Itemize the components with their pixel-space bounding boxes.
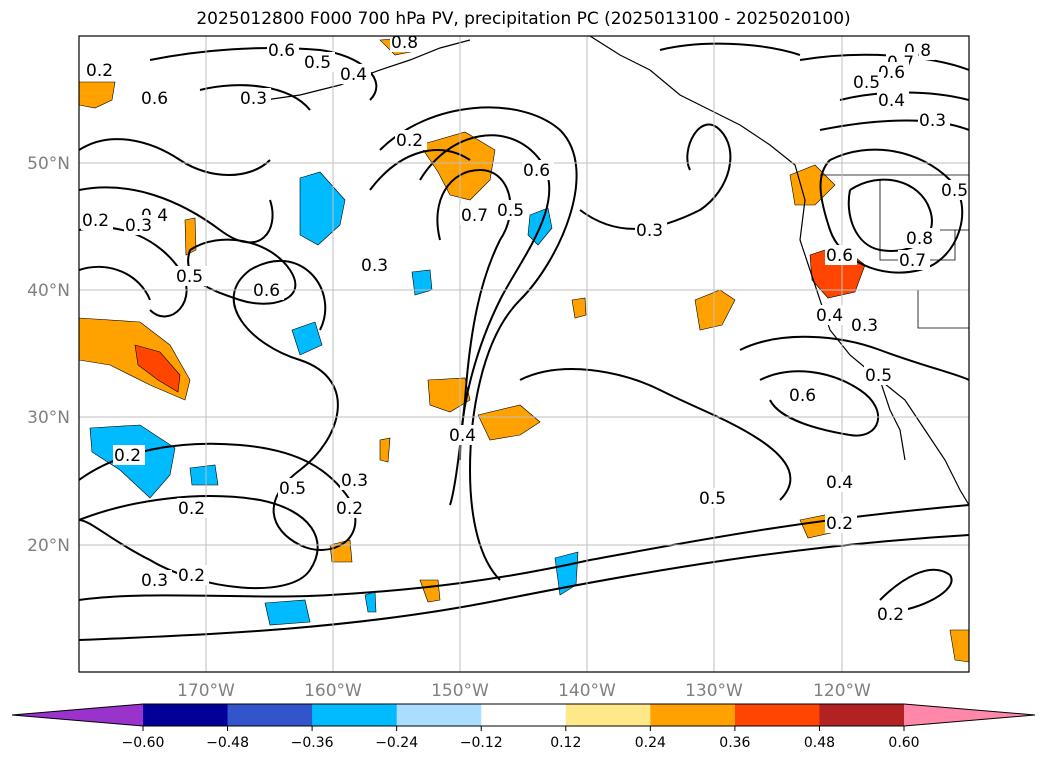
colorbar-tick-label: 0.12 [550, 735, 581, 751]
colorbar-tick-label: 0.36 [719, 735, 750, 751]
svg-text:0.3: 0.3 [361, 256, 388, 276]
colorbar-box [734, 704, 820, 726]
colorbar-box [143, 704, 229, 726]
svg-text:0.6: 0.6 [523, 161, 550, 181]
colorbar-tick-label: 0.60 [888, 735, 919, 751]
svg-text:0.7: 0.7 [899, 251, 926, 271]
svg-text:0.5: 0.5 [176, 267, 203, 287]
svg-text:0.5: 0.5 [853, 73, 880, 93]
lon-tick-label: 160°W [304, 681, 362, 701]
lon-tick-label: 170°W [177, 681, 235, 701]
colorbar-box [565, 704, 651, 726]
svg-text:0.6: 0.6 [253, 281, 280, 301]
colorbar-tick-label: −0.60 [122, 735, 165, 751]
contour-labels: 0.6 0.5 0.4 0.3 0.8 0.6 0.8 0.7 0.6 0.5 … [81, 32, 972, 625]
lon-tick-label: 140°W [558, 681, 616, 701]
lon-tick-label: 150°W [431, 681, 489, 701]
colorbar-box [396, 704, 482, 726]
svg-text:0.5: 0.5 [941, 181, 968, 201]
svg-text:0.6: 0.6 [826, 246, 853, 266]
colorbar-extend-low [12, 704, 143, 726]
map-background [79, 36, 969, 672]
longitude-tick-labels: 170°W 160°W 150°W 140°W 130°W 120°W [177, 681, 871, 701]
colorbar-tick-label: −0.36 [291, 735, 334, 751]
svg-text:0.2: 0.2 [86, 61, 113, 81]
svg-text:0.6: 0.6 [878, 63, 905, 83]
svg-text:0.4: 0.4 [816, 306, 843, 326]
svg-text:0.2: 0.2 [82, 211, 109, 231]
colorbar-box [312, 704, 398, 726]
svg-text:0.3: 0.3 [240, 89, 267, 109]
svg-text:0.3: 0.3 [141, 571, 168, 591]
colorbar-box [819, 704, 905, 726]
svg-text:0.3: 0.3 [919, 111, 946, 131]
svg-text:0.4: 0.4 [449, 426, 476, 446]
svg-text:0.5: 0.5 [699, 489, 726, 509]
svg-text:0.2: 0.2 [826, 514, 853, 534]
lat-tick-label: 40°N [27, 281, 70, 301]
lon-tick-label: 120°W [813, 681, 871, 701]
svg-text:0.2: 0.2 [336, 499, 363, 519]
svg-text:0.5: 0.5 [304, 53, 331, 73]
svg-text:0.4: 0.4 [878, 91, 905, 111]
colorbar-tick-label: −0.48 [206, 735, 249, 751]
svg-text:0.5: 0.5 [279, 479, 306, 499]
svg-text:0.8: 0.8 [906, 229, 933, 249]
latitude-tick-labels: 50°N 40°N 30°N 20°N [27, 154, 70, 556]
colorbar-box [650, 704, 736, 726]
lat-tick-label: 20°N [27, 536, 70, 556]
colorbar-tick-label: 0.24 [635, 735, 666, 751]
svg-text:0.3: 0.3 [636, 221, 663, 241]
colorbar-extend-high [904, 704, 1035, 726]
svg-text:0.5: 0.5 [865, 366, 892, 386]
lon-tick-label: 130°W [685, 681, 743, 701]
map-title: 2025012800 F000 700 hPa PV, precipitatio… [196, 9, 851, 29]
svg-text:0.3: 0.3 [851, 316, 878, 336]
svg-text:0.5: 0.5 [497, 201, 524, 221]
svg-text:0.2: 0.2 [877, 605, 904, 625]
svg-text:0.4: 0.4 [340, 65, 367, 85]
colorbar-box [481, 704, 567, 726]
coastlines [264, 36, 969, 506]
map-frame [78, 35, 970, 673]
svg-text:0.6: 0.6 [268, 41, 295, 61]
lat-tick-label: 50°N [27, 154, 70, 174]
svg-text:0.8: 0.8 [391, 33, 418, 53]
svg-text:0.2: 0.2 [178, 566, 205, 586]
svg-text:0.2: 0.2 [114, 446, 141, 466]
svg-text:0.2: 0.2 [396, 131, 423, 151]
colorbar-tick-label: −0.12 [460, 735, 503, 751]
lat-tick-label: 30°N [27, 408, 70, 428]
colorbar-tick-label: 0.48 [804, 735, 835, 751]
colorbar-box [227, 704, 313, 726]
svg-text:0.3: 0.3 [341, 471, 368, 491]
svg-text:0.2: 0.2 [178, 499, 205, 519]
svg-text:0.6: 0.6 [789, 386, 816, 406]
colorbar-tick-label: −0.24 [375, 735, 418, 751]
svg-text:0.7: 0.7 [461, 206, 488, 226]
svg-text:0.4: 0.4 [826, 473, 853, 493]
colorbar: −0.60 −0.48 −0.36 −0.24 −0.12 0.12 0.24 0.36 0.4… [11, 703, 1036, 751]
svg-text:0.6: 0.6 [141, 89, 168, 109]
svg-text:0.3: 0.3 [125, 216, 152, 236]
